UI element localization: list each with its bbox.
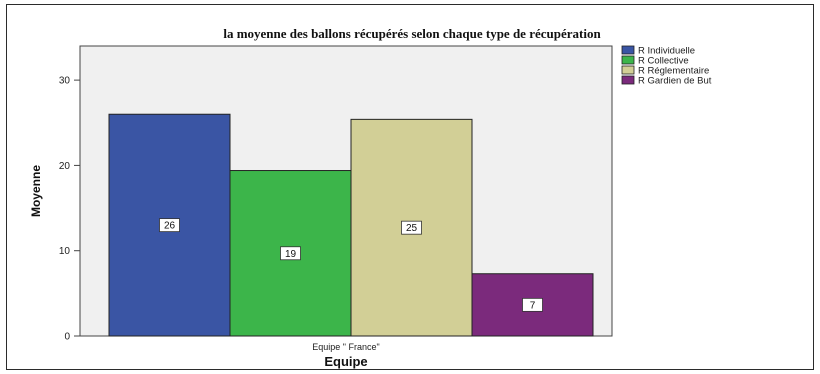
y-tick-label: 0: [64, 332, 70, 343]
x-category-label: Equipe " France": [312, 342, 379, 352]
legend-label: R Individuelle: [638, 46, 695, 57]
data-label: 7: [530, 300, 536, 311]
data-label-box: [280, 246, 301, 261]
x-axis-label: Equipe: [324, 354, 367, 369]
y-axis-label: Moyenne: [29, 165, 43, 217]
data-label: 25: [406, 223, 418, 234]
legend-label: R Collective: [638, 56, 689, 67]
y-tick-label: 30: [59, 76, 71, 87]
legend-label: R Réglementaire: [638, 66, 709, 77]
data-label: 19: [285, 249, 297, 260]
legend-label: R Gardien de But: [638, 76, 712, 87]
legend-swatch: [621, 75, 635, 85]
data-label: 26: [164, 221, 176, 232]
bars-group: 26 19 25 7: [108, 113, 594, 337]
y-tick-label: 20: [59, 161, 71, 172]
chart-title: la moyenne des ballons récupérés selon c…: [223, 26, 601, 41]
legend-swatch: [621, 65, 635, 75]
y-tick-label: 10: [59, 246, 71, 257]
legend-swatch: [621, 45, 635, 55]
legend-swatch: [621, 55, 635, 65]
data-label-box: [159, 218, 180, 233]
y-axis: 0 10 20 30: [59, 76, 80, 343]
data-label-box: [401, 220, 422, 235]
data-label-box: [522, 297, 543, 312]
